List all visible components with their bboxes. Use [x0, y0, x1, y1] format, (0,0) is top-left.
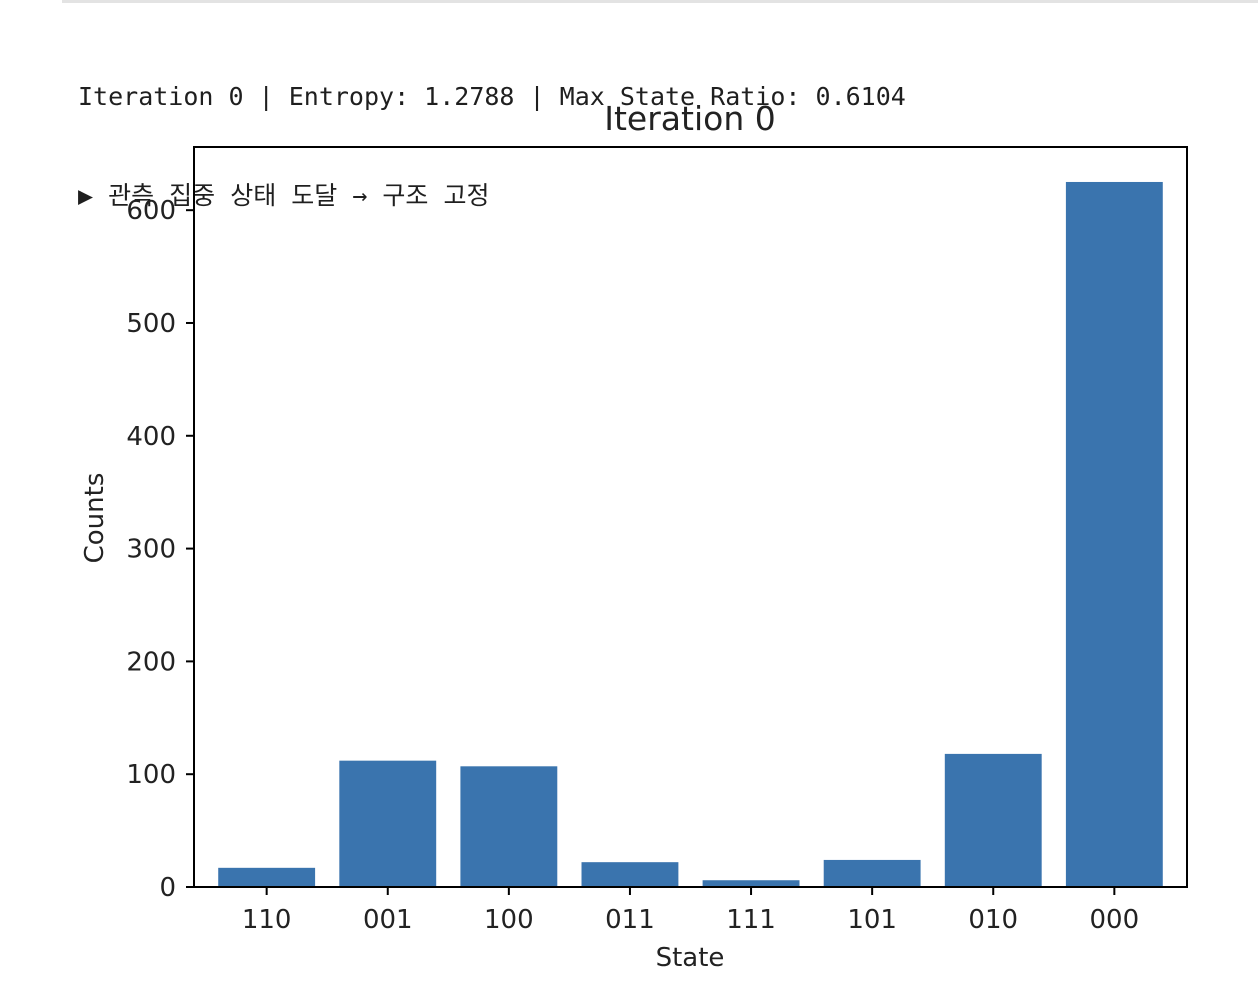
x-axis-label: State	[656, 943, 725, 973]
y-tick-label: 400	[126, 422, 176, 452]
cell-output-text: Iteration 0 | Entropy: 1.2788 | Max Stat…	[78, 14, 906, 245]
output-line-status: ▶ 관측 집중 상태 도달 → 구조 고정	[78, 181, 490, 210]
x-axis-ticks: 110 001 100 011 111 101 010 000	[242, 887, 1139, 935]
x-tick-label: 000	[1090, 905, 1140, 935]
y-axis-ticks: 0 100 200 300 400 500 600	[126, 196, 194, 903]
y-tick-label: 500	[126, 309, 176, 339]
bar-111	[702, 880, 800, 887]
chart-title: Iteration 0	[604, 99, 775, 138]
x-tick-label: 001	[363, 905, 413, 935]
x-tick-label: 111	[726, 905, 776, 935]
y-tick-label: 200	[126, 647, 176, 677]
y-tick-label: 0	[159, 873, 176, 903]
y-tick-label: 100	[126, 760, 176, 790]
y-axis-label: Counts	[80, 473, 110, 564]
bar-100	[460, 766, 558, 887]
x-tick-label: 010	[968, 905, 1018, 935]
bar-000	[1065, 181, 1163, 888]
x-tick-label: 011	[605, 905, 655, 935]
bar-110	[218, 867, 316, 887]
x-tick-label: 101	[847, 905, 897, 935]
y-tick-label: 300	[126, 535, 176, 565]
cell-top-border	[62, 0, 1258, 3]
y-tick-label: 600	[126, 196, 176, 226]
bar-101	[823, 859, 921, 887]
x-tick-label: 100	[484, 905, 534, 935]
x-tick-label: 110	[242, 905, 292, 935]
bar-010	[944, 753, 1042, 887]
bars-group	[218, 181, 1163, 888]
output-line-iteration-stats: Iteration 0 | Entropy: 1.2788 | Max Stat…	[78, 82, 906, 111]
bar-001	[339, 760, 437, 887]
plot-frame	[193, 146, 1188, 888]
bar-011	[581, 862, 679, 887]
